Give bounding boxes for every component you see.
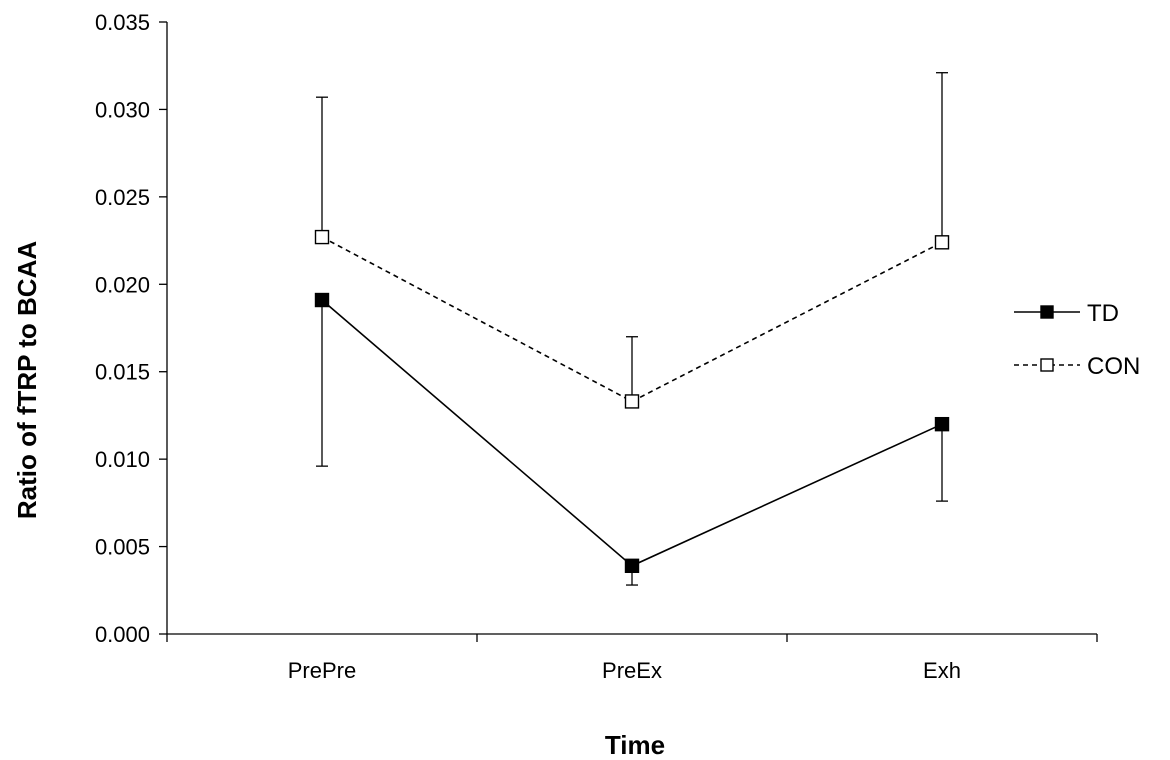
series-layer [314,72,950,586]
data-point [624,394,640,409]
legend-entry-con: CON [1014,353,1140,380]
y-tick-label: 0.020 [95,272,150,297]
y-tick-label: 0.015 [95,360,150,385]
data-point [314,292,330,308]
data-point [934,235,950,250]
y-tick-label: 0.010 [95,447,150,472]
y-tick-label: 0.005 [95,535,150,560]
y-ticks: 0.000 0.005 0.010 0.015 0.020 0.025 0.030 0.035 [95,10,167,647]
series-con [314,72,950,409]
data-point [314,229,330,245]
legend-label: TD [1087,300,1119,327]
data-point [934,416,950,432]
y-tick-label: 0.000 [95,622,150,647]
legend-marker [1040,305,1054,319]
data-point [624,558,640,574]
axes [166,22,1097,635]
series-td [314,292,950,586]
x-ticks: PrePre PreEx Exh [166,634,1098,683]
x-tick-label: Exh [923,658,961,683]
y-axis-title: Ratio of fTRP to BCAA [12,241,42,519]
y-tick-label: 0.030 [95,97,150,122]
legend: TD CON [1014,300,1140,380]
y-tick-label: 0.025 [95,185,150,210]
x-axis-title: Time [605,730,665,760]
x-tick-label: PreEx [602,658,662,683]
x-tick-label: PrePre [288,658,356,683]
legend-label: CON [1087,353,1140,380]
legend-entry-td: TD [1014,300,1119,327]
y-tick-label: 0.035 [95,10,150,35]
legend-marker [1040,358,1054,372]
